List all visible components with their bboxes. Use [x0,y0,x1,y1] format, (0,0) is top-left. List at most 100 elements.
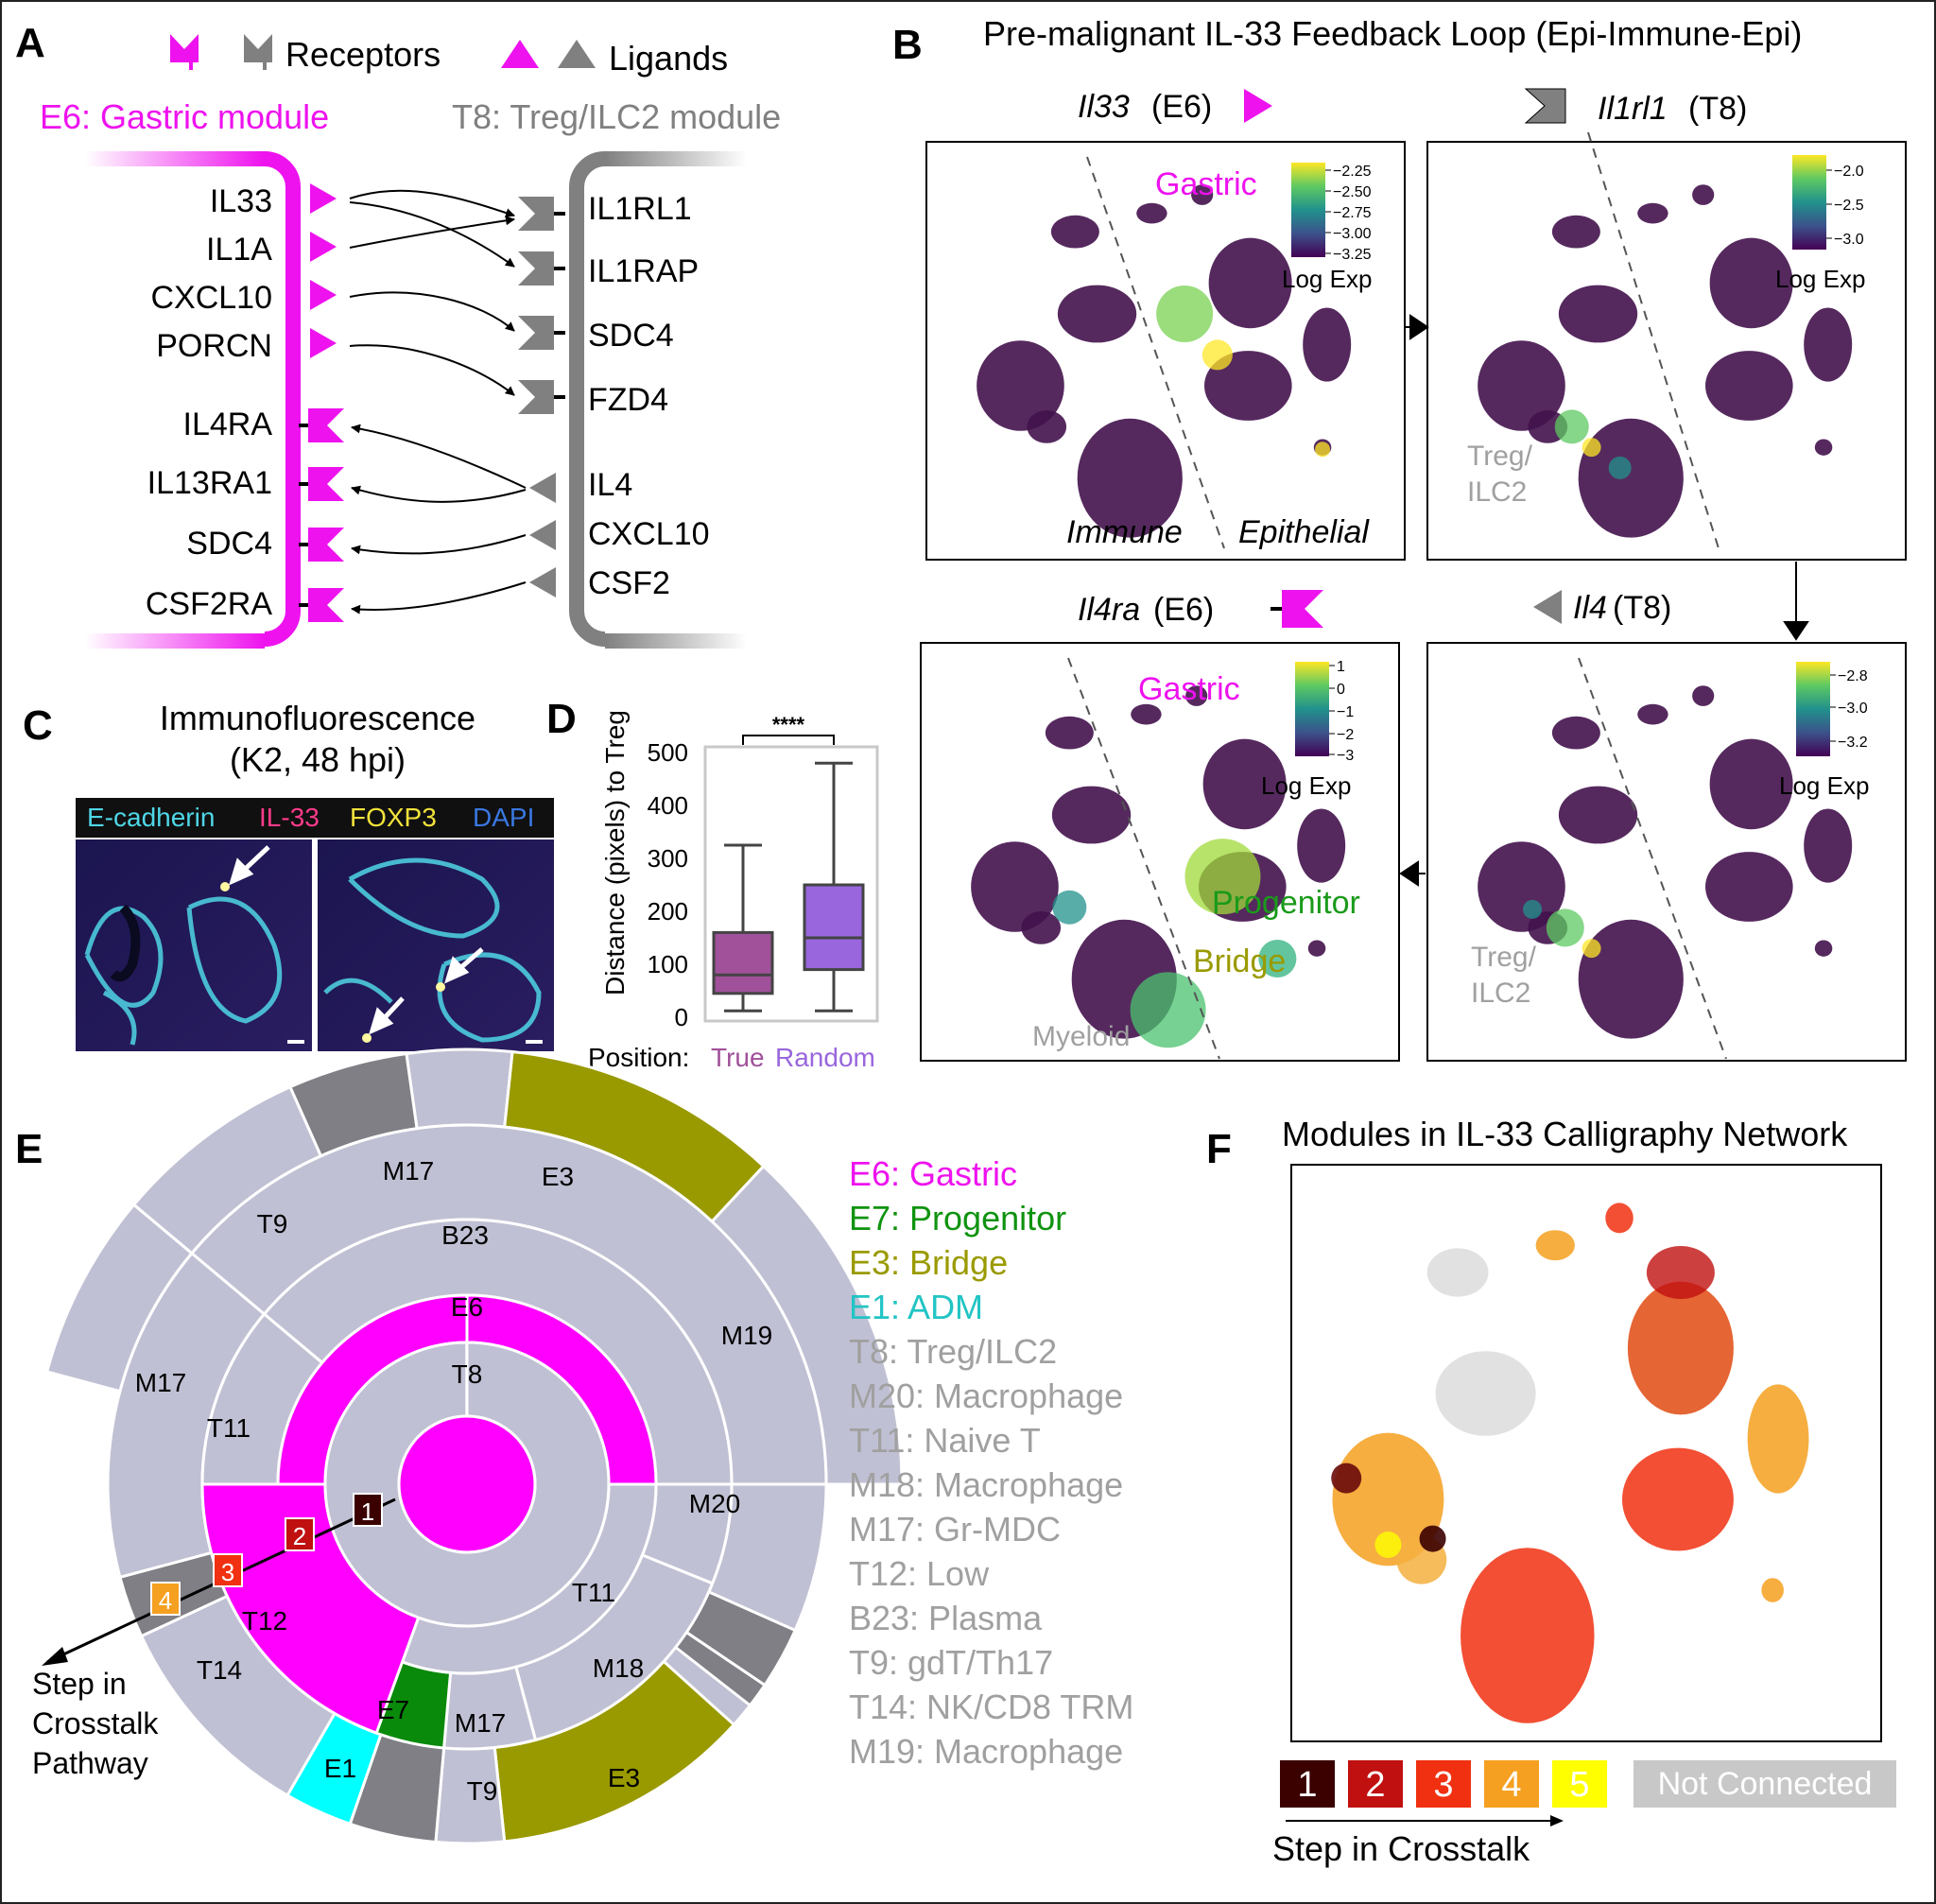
ring-label-t9: T9 [467,1776,498,1806]
segment-m17 [405,1047,514,1131]
step-axis-label: Crosstalk [32,1706,159,1740]
colorbar-tick: −2.8 [1838,668,1868,684]
colorbar-label: Log Exp [1282,265,1372,293]
y-tick-label: 100 [648,950,688,978]
cell-cluster [1646,1246,1715,1299]
significance-bracket [742,735,835,745]
y-tick-label: 0 [675,1003,688,1031]
colorbar-tick: −2.5 [1834,198,1864,214]
colorbar-tick: −2.50 [1333,184,1372,200]
cell-cluster [971,841,1059,932]
panel-b: Pre-malignant IL-33 Feedback Loop (Epi-I… [920,14,1907,1062]
step-legend-swatch [1416,1760,1471,1808]
cell-cluster [1297,808,1346,883]
xlabel-random: Random [775,1043,875,1072]
legend-item: E7: Progenitor [849,1199,1066,1238]
cell-cluster [1804,808,1853,883]
legend-item: B23: Plasma [849,1599,1043,1637]
colorbar-label: Log Exp [1261,771,1351,800]
module-legend: E6: Gastric E7: Progenitor E3: Bridge E1: A… [849,1154,1133,1771]
divider-line [1578,657,1727,1060]
foxp3-cell [436,982,445,992]
expression-hotspot [1130,972,1206,1048]
scale-bar [287,1040,304,1044]
cell-cluster [1202,738,1287,830]
cell-cluster [1705,852,1793,922]
gene-il1rl1: Il1rl1 [1598,91,1668,127]
module-il33: (E6) [1151,89,1212,125]
cell-cluster [1605,1203,1634,1234]
colorbar-tick: −3.0 [1838,701,1868,717]
xlabel-true: True [711,1043,765,1072]
cell-cluster [1709,738,1793,830]
receptor-label-il13ra1: IL13RA1 [147,465,272,501]
panel-d: Distance (pixels) to Treg 0 100 200 300 400 5… [588,710,879,1072]
step-axis-label: Step in Crosstalk [1272,1829,1530,1868]
not-connected-label: Not Connected [1658,1766,1873,1802]
colorbar-tick: −1 [1337,704,1354,720]
legend-item: M20: Macrophage [849,1376,1123,1415]
panel-a: Receptors Ligands E6: Gastric module T8:… [40,34,781,649]
gene-il4: Il4 [1573,590,1607,626]
cell-cluster [1692,184,1715,205]
ring-label-e3-inner: E3 [608,1763,640,1792]
panel-letter-d: D [546,696,577,742]
cell-cluster [1637,703,1668,725]
ligand-legend-icon-magenta [501,40,539,68]
colorbar-tick: −3 [1337,748,1354,764]
receptor-icon-il1rap [518,251,565,286]
panel-b-title: Pre-malignant IL-33 Feedback Loop (Epi-I… [983,14,1802,53]
legend-item: T9: gdT/Th17 [849,1643,1053,1682]
cell-cluster [1426,1248,1489,1297]
label-gastric: Gastric [1155,166,1257,202]
cell-cluster [1578,418,1684,538]
cell-cluster [1419,1525,1446,1552]
expression-hotspot [1608,456,1632,479]
expression-hotspot [1315,441,1331,458]
ligand-icon-cxcl10-right [529,520,556,550]
cell-cluster [1637,202,1668,224]
box-random [803,883,865,972]
legend-item: E1: ADM [849,1288,983,1326]
cell-cluster [1461,1548,1595,1723]
label-myeloid: Myeloid [1032,1021,1130,1052]
colorbar-tick: −3.00 [1333,226,1372,242]
xlabel-prefix: Position: [588,1043,689,1072]
step-legend-swatch [1552,1760,1607,1808]
expression-hotspot [1184,839,1261,915]
gene-il4ra: Il4ra [1078,592,1140,628]
treg-module-title: T8: Treg/ILC2 module [452,97,781,136]
colorbar-il4 [1796,662,1830,756]
gene-il33: Il33 [1078,89,1130,125]
colorbar-tick: −3.2 [1838,735,1868,751]
expression-hotspot [1052,890,1087,925]
cell-cluster [1050,215,1099,249]
center-label: IL33 [441,1445,493,1475]
cell-cluster [1045,716,1094,750]
step-axis-label: Step in [32,1667,127,1701]
panel-f: Modules in IL-33 Calligraphy Network 1 2 3… [1272,1115,1896,1868]
treg-bracket-top-fade [605,151,747,166]
ligands-legend-label: Ligands [609,39,728,78]
cell-cluster [1705,351,1793,421]
ligand-icon-il33 [310,183,337,214]
label-treg: Treg/ [1467,441,1533,472]
micrograph-right [318,839,554,1051]
interaction-arrows [349,189,527,614]
legend-item: T14: NK/CD8 TRM [849,1688,1133,1726]
receptor-icon-fzd4 [518,380,565,414]
ring-label-e7: E7 [377,1695,409,1724]
y-tick-label: 400 [648,791,688,820]
cell-cluster [1747,1384,1809,1494]
cell-cluster [1558,786,1638,844]
cell-cluster [1627,1281,1734,1415]
step-legend-label: 2 [1365,1765,1385,1805]
cell-cluster [1027,410,1067,443]
panel-letter-a: A [15,20,45,66]
receptor-icon-il13ra1 [299,467,344,501]
y-tick-label: 300 [648,844,688,873]
cell-cluster [1709,237,1793,329]
epithelium-outline [323,978,393,1004]
panel-c-subtitle: (K2, 48 hpi) [230,740,406,779]
